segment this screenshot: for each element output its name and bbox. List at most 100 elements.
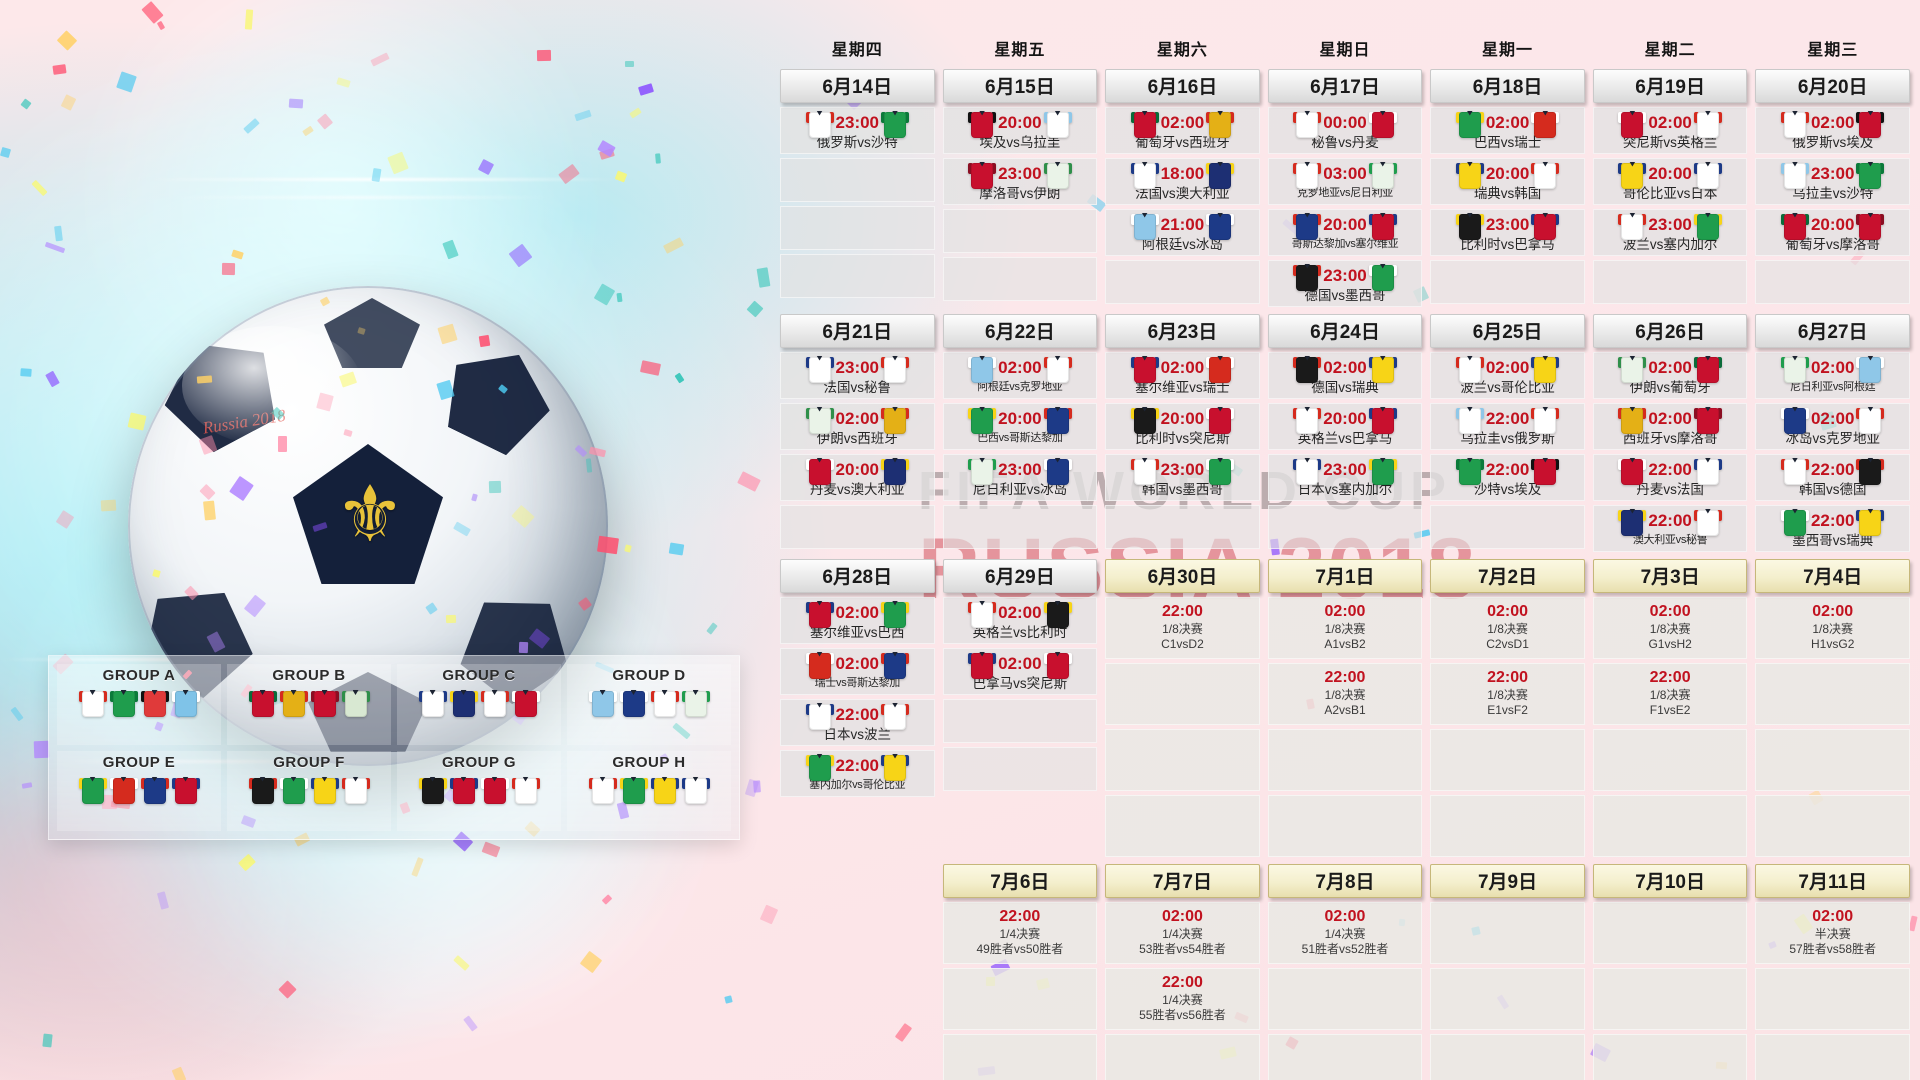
group-match-cell[interactable]: 23:00 摩洛哥vs伊朗 [942, 158, 1098, 205]
group-match-cell[interactable]: 22:00 澳大利亚vs秘鲁 [1592, 505, 1748, 552]
light-streak [140, 178, 620, 181]
group-match-cell[interactable]: 02:00 德国vs瑞典 [1267, 352, 1423, 399]
date-header[interactable]: 7月11日 [1755, 864, 1910, 898]
group-match-cell[interactable]: 23:00 比利时vs巴拿马 [1430, 209, 1585, 256]
group-match-cell[interactable]: 20:00 英格兰vs巴拿马 [1267, 403, 1423, 450]
date-header[interactable]: 6月21日 [780, 314, 935, 348]
date-header[interactable]: 6月20日 [1755, 69, 1910, 103]
knockout-match-cell[interactable]: 02:00 1/8决赛 H1vsG2 [1755, 597, 1910, 659]
date-header[interactable]: 6月18日 [1430, 69, 1585, 103]
group-box-g[interactable]: GROUP G [397, 750, 561, 831]
match-teams: 丹麦vs澳大利亚 [810, 482, 905, 497]
group-match-cell[interactable]: 02:00 巴西vs瑞士 [1430, 107, 1585, 154]
knockout-match-cell[interactable]: 02:00 半决赛 57胜者vs58胜者 [1755, 902, 1910, 964]
group-match-cell[interactable]: 23:00 乌拉圭vs沙特 [1755, 158, 1910, 205]
group-match-cell[interactable]: 23:00 尼日利亚vs冰岛 [942, 454, 1098, 501]
date-header[interactable]: 7月10日 [1592, 864, 1748, 898]
group-match-cell[interactable]: 23:00 韩国vs墨西哥 [1105, 454, 1260, 501]
date-header[interactable]: 7月2日 [1430, 559, 1585, 593]
date-header[interactable]: 7月1日 [1267, 559, 1423, 593]
group-box-c[interactable]: GROUP C [397, 664, 561, 745]
date-header[interactable]: 7月3日 [1592, 559, 1748, 593]
group-match-cell[interactable]: 22:00 墨西哥vs瑞典 [1755, 505, 1910, 552]
date-header[interactable]: 6月30日 [1105, 559, 1260, 593]
group-box-h[interactable]: GROUP H [567, 750, 731, 831]
date-header[interactable]: 6月16日 [1105, 69, 1260, 103]
knockout-match-cell[interactable]: 02:00 1/4决赛 53胜者vs54胜者 [1105, 902, 1260, 964]
group-match-cell[interactable]: 02:00 瑞士vs哥斯达黎加 [780, 648, 935, 695]
group-match-cell[interactable]: 23:00 德国vs墨西哥 [1267, 260, 1423, 307]
group-match-cell[interactable]: 18:00 法国vs澳大利亚 [1105, 158, 1260, 205]
date-header[interactable]: 6月15日 [942, 69, 1098, 103]
group-match-cell[interactable]: 02:00 塞尔维亚vs巴西 [780, 597, 935, 644]
group-box-d[interactable]: GROUP D [567, 664, 731, 745]
date-header[interactable]: 7月4日 [1755, 559, 1910, 593]
group-match-cell[interactable]: 02:00 西班牙vs摩洛哥 [1592, 403, 1748, 450]
group-match-cell[interactable]: 22:00 丹麦vs法国 [1592, 454, 1748, 501]
date-header[interactable]: 7月7日 [1105, 864, 1260, 898]
knockout-match-cell[interactable]: 22:00 1/4决赛 55胜者vs56胜者 [1105, 968, 1260, 1030]
date-header[interactable]: 6月29日 [942, 559, 1098, 593]
knockout-match-cell[interactable]: 22:00 1/8决赛 E1vsF2 [1430, 663, 1585, 725]
date-header[interactable]: 6月24日 [1267, 314, 1423, 348]
group-box-a[interactable]: GROUP A [57, 664, 221, 745]
group-match-cell[interactable]: 02:00 波兰vs哥伦比亚 [1430, 352, 1585, 399]
group-match-cell[interactable]: 22:00 日本vs波兰 [780, 699, 935, 746]
date-header[interactable]: 6月26日 [1592, 314, 1748, 348]
group-match-cell[interactable]: 22:00 乌拉圭vs俄罗斯 [1430, 403, 1585, 450]
knockout-match-cell[interactable]: 02:00 1/4决赛 51胜者vs52胜者 [1267, 902, 1423, 964]
knockout-match-cell[interactable]: 02:00 1/8决赛 A1vsB2 [1267, 597, 1423, 659]
group-box-e[interactable]: GROUP E [57, 750, 221, 831]
date-header[interactable]: 6月28日 [780, 559, 935, 593]
group-box-f[interactable]: GROUP F [227, 750, 391, 831]
group-match-cell[interactable]: 02:00 尼日利亚vs阿根廷 [1755, 352, 1910, 399]
group-match-cell[interactable]: 20:00 哥伦比亚vs日本 [1592, 158, 1748, 205]
group-match-cell[interactable]: 00:00 秘鲁vs丹麦 [1267, 107, 1423, 154]
group-match-cell[interactable]: 23:00 波兰vs塞内加尔 [1592, 209, 1748, 256]
group-match-cell[interactable]: 23:00 法国vs秘鲁 [780, 352, 935, 399]
group-match-cell[interactable]: 02:00 冰岛vs克罗地亚 [1755, 403, 1910, 450]
home-team-shirt-icon [1455, 159, 1484, 189]
away-team-shirt-icon [881, 649, 910, 679]
group-match-cell[interactable]: 20:00 丹麦vs澳大利亚 [780, 454, 935, 501]
group-match-cell[interactable]: 02:00 俄罗斯vs埃及 [1755, 107, 1910, 154]
date-header[interactable]: 7月6日 [942, 864, 1098, 898]
date-header[interactable]: 7月8日 [1267, 864, 1423, 898]
group-match-cell[interactable]: 22:00 塞内加尔vs哥伦比亚 [780, 750, 935, 797]
knockout-match-cell[interactable]: 22:00 1/8决赛 F1vsE2 [1592, 663, 1748, 725]
date-header[interactable]: 6月23日 [1105, 314, 1260, 348]
date-header[interactable]: 7月9日 [1430, 864, 1585, 898]
group-match-cell[interactable]: 23:00 日本vs塞内加尔 [1267, 454, 1423, 501]
group-match-cell[interactable]: 20:00 葡萄牙vs摩洛哥 [1755, 209, 1910, 256]
group-match-cell[interactable]: 20:00 比利时vs突尼斯 [1105, 403, 1260, 450]
knockout-match-cell[interactable]: 22:00 1/8决赛 C1vsD2 [1105, 597, 1260, 659]
group-match-cell[interactable]: 02:00 巴拿马vs突尼斯 [942, 648, 1098, 695]
group-match-cell[interactable]: 20:00 瑞典vs韩国 [1430, 158, 1585, 205]
knockout-match-cell[interactable]: 02:00 1/8决赛 G1vsH2 [1592, 597, 1748, 659]
group-match-cell[interactable]: 02:00 伊朗vs西班牙 [780, 403, 935, 450]
group-match-cell[interactable]: 20:00 埃及vs乌拉圭 [942, 107, 1098, 154]
date-header[interactable]: 6月17日 [1267, 69, 1423, 103]
group-box-b[interactable]: GROUP B [227, 664, 391, 745]
group-match-cell[interactable]: 20:00 哥斯达黎加vs塞尔维亚 [1267, 209, 1423, 256]
group-match-cell[interactable]: 02:00 阿根廷vs克罗地亚 [942, 352, 1098, 399]
group-match-cell[interactable]: 03:00 克罗地亚vs尼日利亚 [1267, 158, 1423, 205]
date-header[interactable]: 6月19日 [1592, 69, 1748, 103]
date-header[interactable]: 6月25日 [1430, 314, 1585, 348]
knockout-match-cell[interactable]: 22:00 1/4决赛 49胜者vs50胜者 [942, 902, 1098, 964]
date-header[interactable]: 6月22日 [942, 314, 1098, 348]
group-match-cell[interactable]: 02:00 英格兰vs比利时 [942, 597, 1098, 644]
knockout-match-cell[interactable]: 22:00 1/8决赛 A2vsB1 [1267, 663, 1423, 725]
group-match-cell[interactable]: 21:00 阿根廷vs冰岛 [1105, 209, 1260, 256]
group-match-cell[interactable]: 22:00 沙特vs埃及 [1430, 454, 1585, 501]
group-match-cell[interactable]: 22:00 韩国vs德国 [1755, 454, 1910, 501]
group-match-cell[interactable]: 02:00 塞尔维亚vs瑞士 [1105, 352, 1260, 399]
group-match-cell[interactable]: 23:00 俄罗斯vs沙特 [780, 107, 935, 154]
group-match-cell[interactable]: 20:00 巴西vs哥斯达黎加 [942, 403, 1098, 450]
group-match-cell[interactable]: 02:00 突尼斯vs英格兰 [1592, 107, 1748, 154]
date-header[interactable]: 6月14日 [780, 69, 935, 103]
date-header[interactable]: 6月27日 [1755, 314, 1910, 348]
group-match-cell[interactable]: 02:00 葡萄牙vs西班牙 [1105, 107, 1260, 154]
knockout-match-cell[interactable]: 02:00 1/8决赛 C2vsD1 [1430, 597, 1585, 659]
group-match-cell[interactable]: 02:00 伊朗vs葡萄牙 [1592, 352, 1748, 399]
